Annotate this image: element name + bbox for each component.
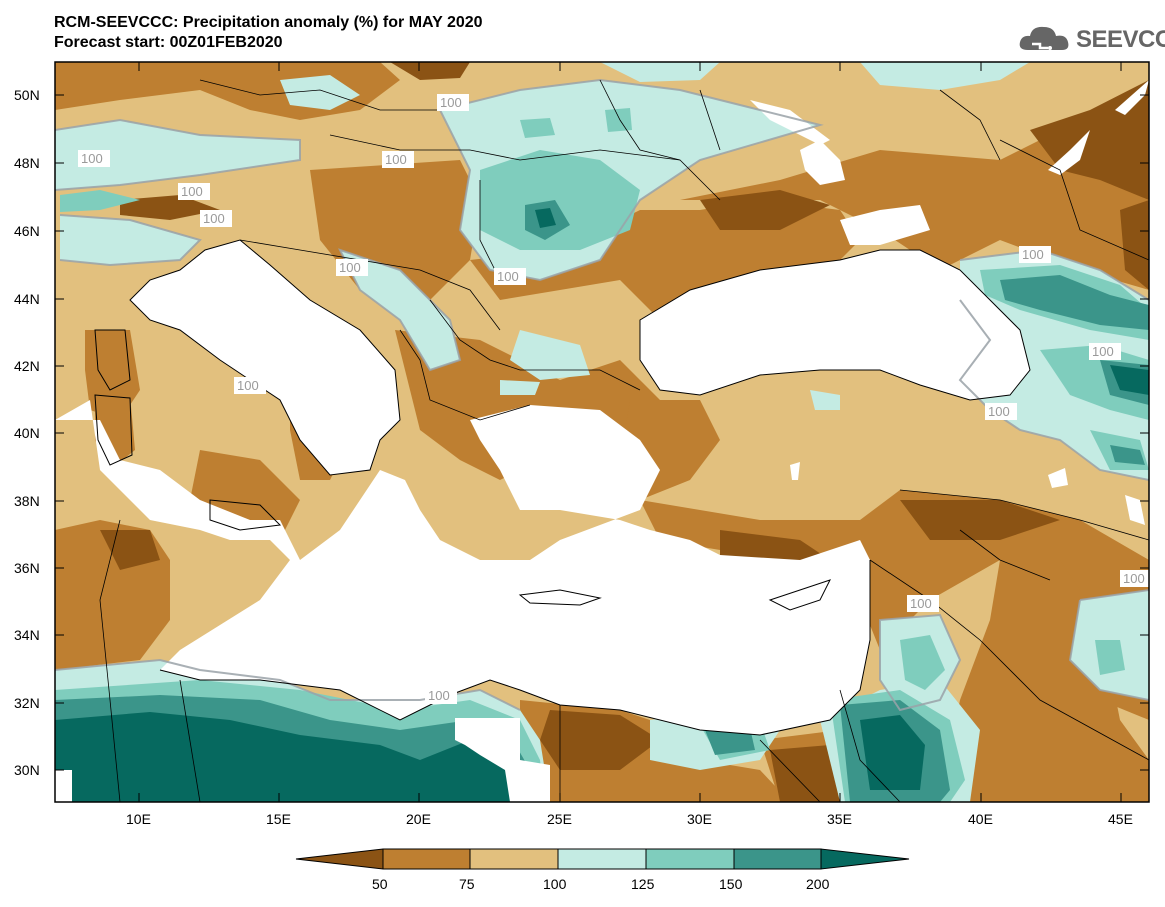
contour-label: 100 [336, 259, 368, 276]
title-line-1: RCM-SEEVCCC: Precipitation anomaly (%) f… [54, 14, 483, 31]
colorbar-segment [733, 848, 822, 870]
contour-label-text: 100 [81, 151, 103, 166]
lat-tick-label: 48N [14, 155, 40, 171]
map-frame [54, 61, 1150, 803]
contour-label-text: 100 [385, 152, 407, 167]
contour-label-text: 100 [203, 211, 225, 226]
contour-label: 100 [494, 268, 526, 285]
contour-label-text: 100 [988, 404, 1010, 419]
contour-label-text: 100 [1022, 247, 1044, 262]
lon-tick-label: 40E [968, 811, 993, 827]
colorbar-segment [295, 848, 384, 870]
lat-tick-label: 30N [14, 762, 40, 778]
colorbar-segment [382, 848, 471, 870]
contour-label-text: 100 [237, 378, 259, 393]
lat-tick-label: 38N [14, 493, 40, 509]
contour-label-text: 100 [181, 184, 203, 199]
colorbar-segment [645, 848, 735, 870]
contour-label-text: 100 [428, 688, 450, 703]
lat-tick-label: 36N [14, 560, 40, 576]
lat-tick-label: 40N [14, 425, 40, 441]
contour-label: 100 [985, 403, 1017, 420]
lat-tick-label: 34N [14, 627, 40, 643]
colorbar-label: 50 [372, 876, 388, 892]
contour-label-text: 100 [1123, 571, 1145, 586]
lat-tick-label: 42N [14, 358, 40, 374]
lon-tick-label: 15E [266, 811, 291, 827]
contour-label-text: 100 [497, 269, 519, 284]
contour-label: 100 [1120, 570, 1149, 587]
colorbar-label: 125 [631, 876, 655, 892]
contour-label-text: 100 [339, 260, 361, 275]
contour-label: 100 [1019, 246, 1051, 263]
anomaly-field: 100 100 100 100 100 100 100 100 100 100 … [55, 62, 1149, 802]
lon-tick-label: 30E [687, 811, 712, 827]
cloud-icon [1019, 26, 1069, 50]
contour-label: 100 [234, 377, 266, 394]
lat-tick-label: 50N [14, 87, 40, 103]
contour-label: 100 [425, 687, 457, 704]
contour-label-text: 100 [910, 596, 932, 611]
contour-label: 100 [907, 595, 939, 612]
colorbar-label: 150 [719, 876, 743, 892]
lon-tick-label: 35E [827, 811, 852, 827]
contour-label: 100 [437, 94, 469, 111]
logo-text: SEEVCCC [1076, 26, 1165, 53]
lon-tick-label: 45E [1108, 811, 1133, 827]
contour-label: 100 [1089, 343, 1121, 360]
contour-label-text: 100 [1092, 344, 1114, 359]
contour-label-text: 100 [440, 95, 462, 110]
colorbar-label: 200 [806, 876, 830, 892]
seevccc-logo: SEEVCCC [1018, 22, 1165, 58]
colorbar-segment [820, 848, 910, 870]
contour-label: 100 [78, 150, 110, 167]
contour-label: 100 [382, 151, 414, 168]
colorbar-segment [557, 848, 647, 870]
longitude-axis [138, 62, 1122, 802]
colorbar-segment [469, 848, 559, 870]
latitude-axis [55, 94, 1149, 771]
lat-tick-label: 46N [14, 223, 40, 239]
lon-tick-label: 25E [547, 811, 572, 827]
lat-tick-label: 32N [14, 695, 40, 711]
chart-title: RCM-SEEVCCC: Precipitation anomaly (%) f… [54, 13, 483, 53]
contour-label: 100 [200, 210, 232, 227]
colorbar [295, 848, 910, 870]
lon-tick-label: 20E [406, 811, 431, 827]
colorbar-label: 100 [543, 876, 567, 892]
colorbar-label: 75 [459, 876, 475, 892]
title-line-2: Forecast start: 00Z01FEB2020 [54, 34, 283, 51]
contour-label: 100 [178, 183, 210, 200]
lat-tick-label: 44N [14, 291, 40, 307]
lon-tick-label: 10E [126, 811, 151, 827]
